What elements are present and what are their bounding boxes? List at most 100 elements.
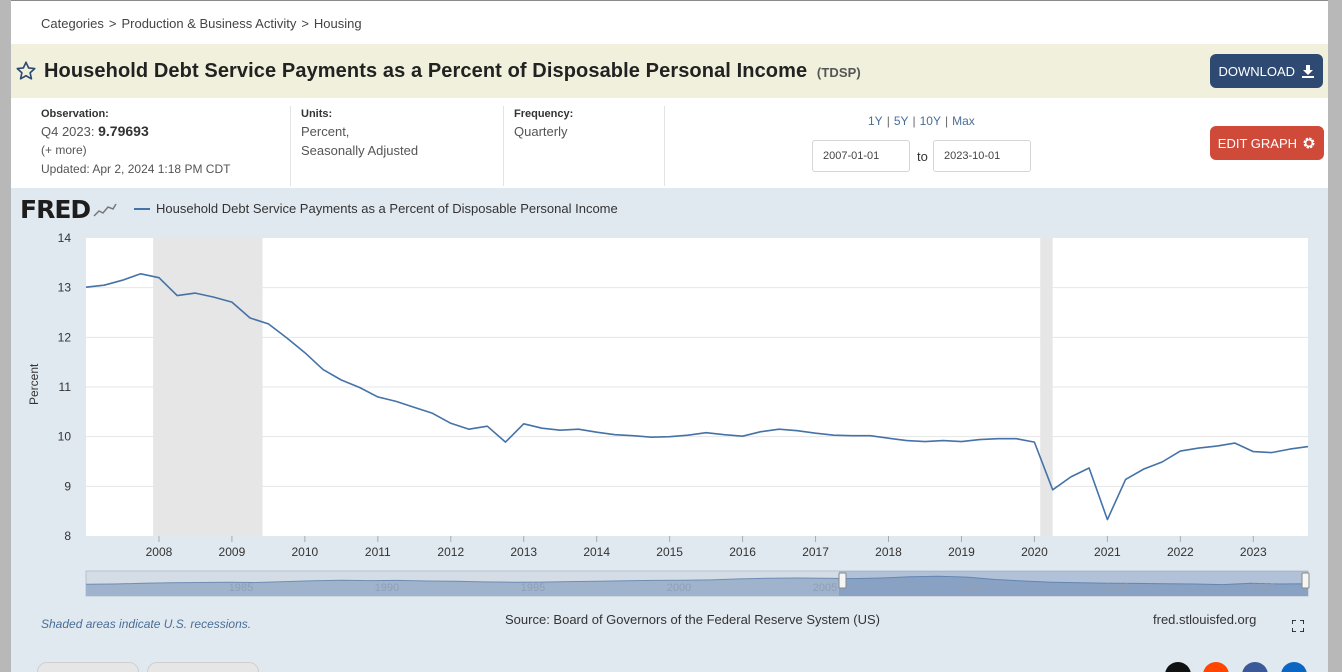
breadcrumb-categories[interactable]: Categories (41, 16, 104, 31)
observation-label: Observation: (41, 108, 109, 120)
more-link[interactable]: (+ more) (41, 143, 87, 157)
tag-pill[interactable] (147, 662, 259, 672)
x-tick-label: 2013 (510, 545, 537, 559)
x-share-icon[interactable] (1165, 662, 1191, 672)
frequency-value: Quarterly (514, 124, 568, 139)
navigator-handle[interactable] (838, 572, 847, 589)
fred-chart-icon (93, 203, 117, 217)
navigator-area (86, 576, 1308, 596)
chart-area: 8 9 10 11 12 13 14 2008 2009 2010 2011 2012 2013 2014… (11, 188, 1328, 672)
meta-divider (290, 106, 291, 186)
series-meta: Observation: Q4 2023: 9.79693 (+ more) U… (11, 98, 1328, 188)
breadcrumb-separator: > (301, 16, 309, 31)
fred-url-link[interactable]: fred.stlouisfed.org (1153, 612, 1257, 627)
y-tick-label: 9 (64, 479, 71, 493)
x-tick-label: 2023 (1240, 545, 1267, 559)
navigator-label: 2010 (959, 582, 983, 594)
frequency-block: Frequency: Quarterly (514, 106, 573, 141)
navigator-label: 2005 (813, 582, 837, 594)
navigator-selection (839, 571, 1308, 596)
y-tick-label: 14 (58, 231, 72, 245)
chart-legend: Household Debt Service Payments as a Per… (134, 201, 618, 216)
x-tick-label: 2015 (656, 545, 683, 559)
units-block: Units: Percent, Seasonally Adjusted (301, 106, 418, 160)
x-tick-label: 2018 (875, 545, 902, 559)
range-5y[interactable]: 5Y (893, 114, 909, 128)
range-max[interactable]: Max (952, 114, 975, 128)
navigator-label: 1985 (229, 582, 253, 594)
page: Categories > Production & Business Activit… (11, 0, 1328, 672)
range-separator: | (944, 114, 949, 128)
x-tick-label: 2022 (1167, 545, 1194, 559)
reddit-share-icon[interactable] (1203, 662, 1229, 672)
observation-row: Q4 2023: 9.79693 (41, 122, 230, 141)
x-tick-label: 2017 (802, 545, 829, 559)
fred-logo: FRED (20, 195, 117, 224)
x-tick-label: 2011 (365, 545, 391, 559)
x-tick-label: 2009 (219, 545, 246, 559)
x-tick-label: 2008 (146, 545, 173, 559)
facebook-share-icon[interactable] (1242, 662, 1268, 672)
range-separator: | (886, 114, 890, 128)
range-1y[interactable]: 1Y (868, 114, 883, 128)
linkedin-share-icon[interactable] (1281, 662, 1307, 672)
range-separator: | (912, 114, 916, 128)
x-tick-label: 2014 (583, 545, 610, 559)
breadcrumb: Categories > Production & Business Activit… (41, 16, 362, 31)
y-tick-label: 10 (58, 430, 72, 444)
legend-swatch (134, 207, 150, 210)
breadcrumb-housing[interactable]: Housing (313, 16, 362, 31)
x-tick-label: 2012 (437, 545, 464, 559)
download-button[interactable]: DOWNLOAD (1210, 54, 1323, 88)
y-tick-label: 12 (58, 330, 72, 344)
breadcrumb-separator: > (108, 16, 117, 31)
fred-logo-text: FRED (20, 195, 91, 224)
series-code: (TDSP) (816, 65, 861, 80)
download-label: DOWNLOAD (1218, 63, 1295, 79)
series-line (85, 273, 1309, 521)
navigator-label: 2015 (1105, 582, 1129, 594)
gear-icon (1303, 137, 1315, 149)
observation-period: Q4 2023: (41, 124, 95, 139)
x-tick-label: 2019 (948, 545, 975, 559)
x-tick-label: 2010 (292, 545, 319, 559)
y-tick-label: 13 (58, 281, 72, 295)
source-text: Source: Board of Governors of the Federa… (505, 612, 880, 627)
series-title: Household Debt Service Payments as a Per… (44, 60, 808, 82)
navigator-label: 2020 (1251, 582, 1275, 594)
star-icon[interactable] (15, 60, 37, 82)
observation-value: 9.79693 (98, 123, 149, 139)
y-tick-label: 8 (64, 529, 71, 543)
navigator-label: 1995 (521, 582, 545, 594)
to-label: to (917, 149, 928, 164)
fullscreen-icon[interactable] (1292, 620, 1304, 632)
x-tick-label: 2016 (729, 545, 756, 559)
y-axis-label: Percent (27, 363, 41, 405)
units-line2: Seasonally Adjusted (301, 143, 419, 158)
download-icon (1302, 65, 1314, 78)
end-date-input[interactable] (933, 140, 1031, 172)
navigator-label: 2000 (667, 582, 691, 594)
legend-label: Household Debt Service Payments as a Per… (156, 201, 618, 216)
edit-graph-button[interactable]: EDIT GRAPH (1209, 126, 1324, 160)
navigator-label: 1990 (375, 582, 399, 594)
units-label: Units: (301, 108, 333, 120)
x-tick-label: 2021 (1094, 545, 1121, 559)
range-10y[interactable]: 10Y (919, 114, 941, 128)
breadcrumb-production[interactable]: Production & Business Activity (121, 16, 297, 31)
frequency-label: Frequency: (514, 108, 574, 120)
updated-text: Updated: Apr 2, 2024 1:18 PM CDT (41, 162, 231, 176)
y-tick-label: 11 (59, 380, 72, 394)
navigator-line (85, 575, 1309, 586)
chart-svg: 8 9 10 11 12 13 14 2008 2009 2010 2011 2012 2013 2014… (58, 231, 1310, 597)
units-line1: Percent, (301, 124, 350, 139)
observation-block: Observation: Q4 2023: 9.79693 (+ more) U… (41, 106, 230, 179)
edit-graph-label: EDIT GRAPH (1217, 135, 1297, 151)
top-rule (11, 0, 1328, 7)
meta-divider (664, 106, 665, 186)
tag-pill[interactable] (37, 662, 139, 672)
start-date-input[interactable] (812, 140, 910, 172)
x-tick-label: 2020 (1021, 545, 1048, 559)
navigator-handle[interactable] (1301, 572, 1310, 589)
meta-divider (503, 106, 504, 186)
